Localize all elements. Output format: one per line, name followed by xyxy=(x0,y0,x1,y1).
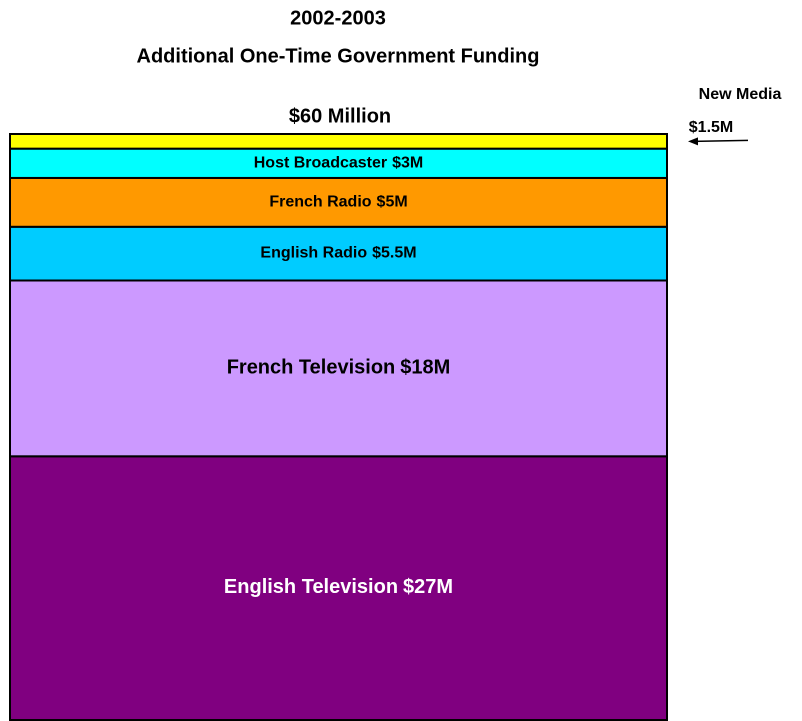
segment-category: English Television xyxy=(224,576,398,598)
bar-segment xyxy=(9,455,668,721)
chart-subtitle: Additional One-Time Government Funding xyxy=(137,45,540,67)
segment-category: French Radio xyxy=(269,194,371,211)
segment-value: $27M xyxy=(403,576,453,598)
segment-value: $5.5M xyxy=(372,245,416,262)
segment-category: French Television xyxy=(227,357,396,379)
segment-label: French Radio $5M xyxy=(269,194,407,211)
segment-label: Host Broadcaster $3M xyxy=(254,155,424,172)
segment-category: Host Broadcaster xyxy=(254,155,387,172)
total-label: $60 Million xyxy=(289,105,391,127)
bar-segment xyxy=(9,279,668,458)
segment-label: English Television $27M xyxy=(224,576,453,598)
segment-label: English Radio $5.5M xyxy=(260,245,416,262)
segment-category: English Radio xyxy=(260,245,367,262)
segment-value: $5M xyxy=(377,194,408,211)
chart-title: 2002-2003 xyxy=(290,7,386,29)
segment-value: $3M xyxy=(392,155,423,172)
callout-category: New Media xyxy=(699,86,782,103)
bar-segment xyxy=(9,176,668,228)
callout-value: $1.5M xyxy=(689,119,733,136)
callout-arrow xyxy=(693,139,749,143)
segment-label: French Television $18M xyxy=(227,357,451,379)
bar-segment xyxy=(9,133,668,150)
segment-value: $18M xyxy=(400,357,450,379)
callout-arrowhead xyxy=(688,137,698,146)
